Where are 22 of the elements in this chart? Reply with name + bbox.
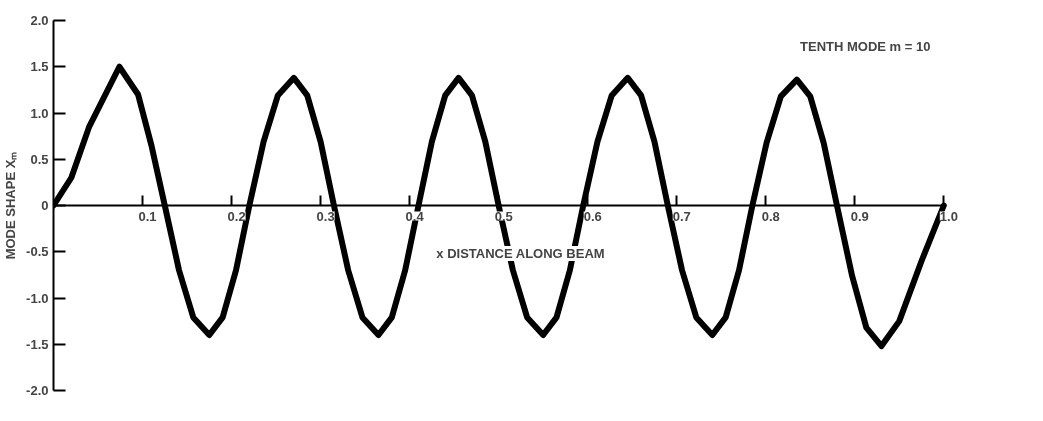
y-axis-title: MODE SHAPE Xₘ: [3, 151, 19, 260]
annotation: TENTH MODE m = 10: [800, 38, 931, 54]
x-tick-label: 0.1: [138, 208, 157, 224]
y-tick-label: -1.0: [26, 290, 49, 306]
y-tick-label: -0.5: [26, 244, 49, 260]
y-tick-label: -1.5: [26, 336, 49, 352]
x-tick-label: 0.4: [405, 208, 425, 224]
y-tick-label: 0.5: [30, 151, 49, 167]
y-tick-label: 1.0: [30, 105, 49, 121]
x-tick-label: 0.8: [761, 208, 780, 224]
x-tick-label: 0.7: [672, 208, 691, 224]
x-tick-label: 0.5: [494, 208, 513, 224]
y-tick-label: 2.0: [30, 13, 49, 28]
x-tick-label: 0.6: [583, 208, 602, 224]
x-tick-label: 1.0: [939, 208, 958, 224]
y-tick-label: -2.0: [26, 383, 49, 398]
x-tick-label: 0.2: [227, 208, 246, 224]
y-tick-label: 0: [41, 198, 49, 213]
x-tick-label: 0.9: [850, 208, 869, 224]
y-tick-label: 1.5: [30, 59, 49, 75]
x-axis-title: x DISTANCE ALONG BEAM: [436, 246, 605, 261]
x-tick-label: 0.3: [316, 208, 335, 224]
